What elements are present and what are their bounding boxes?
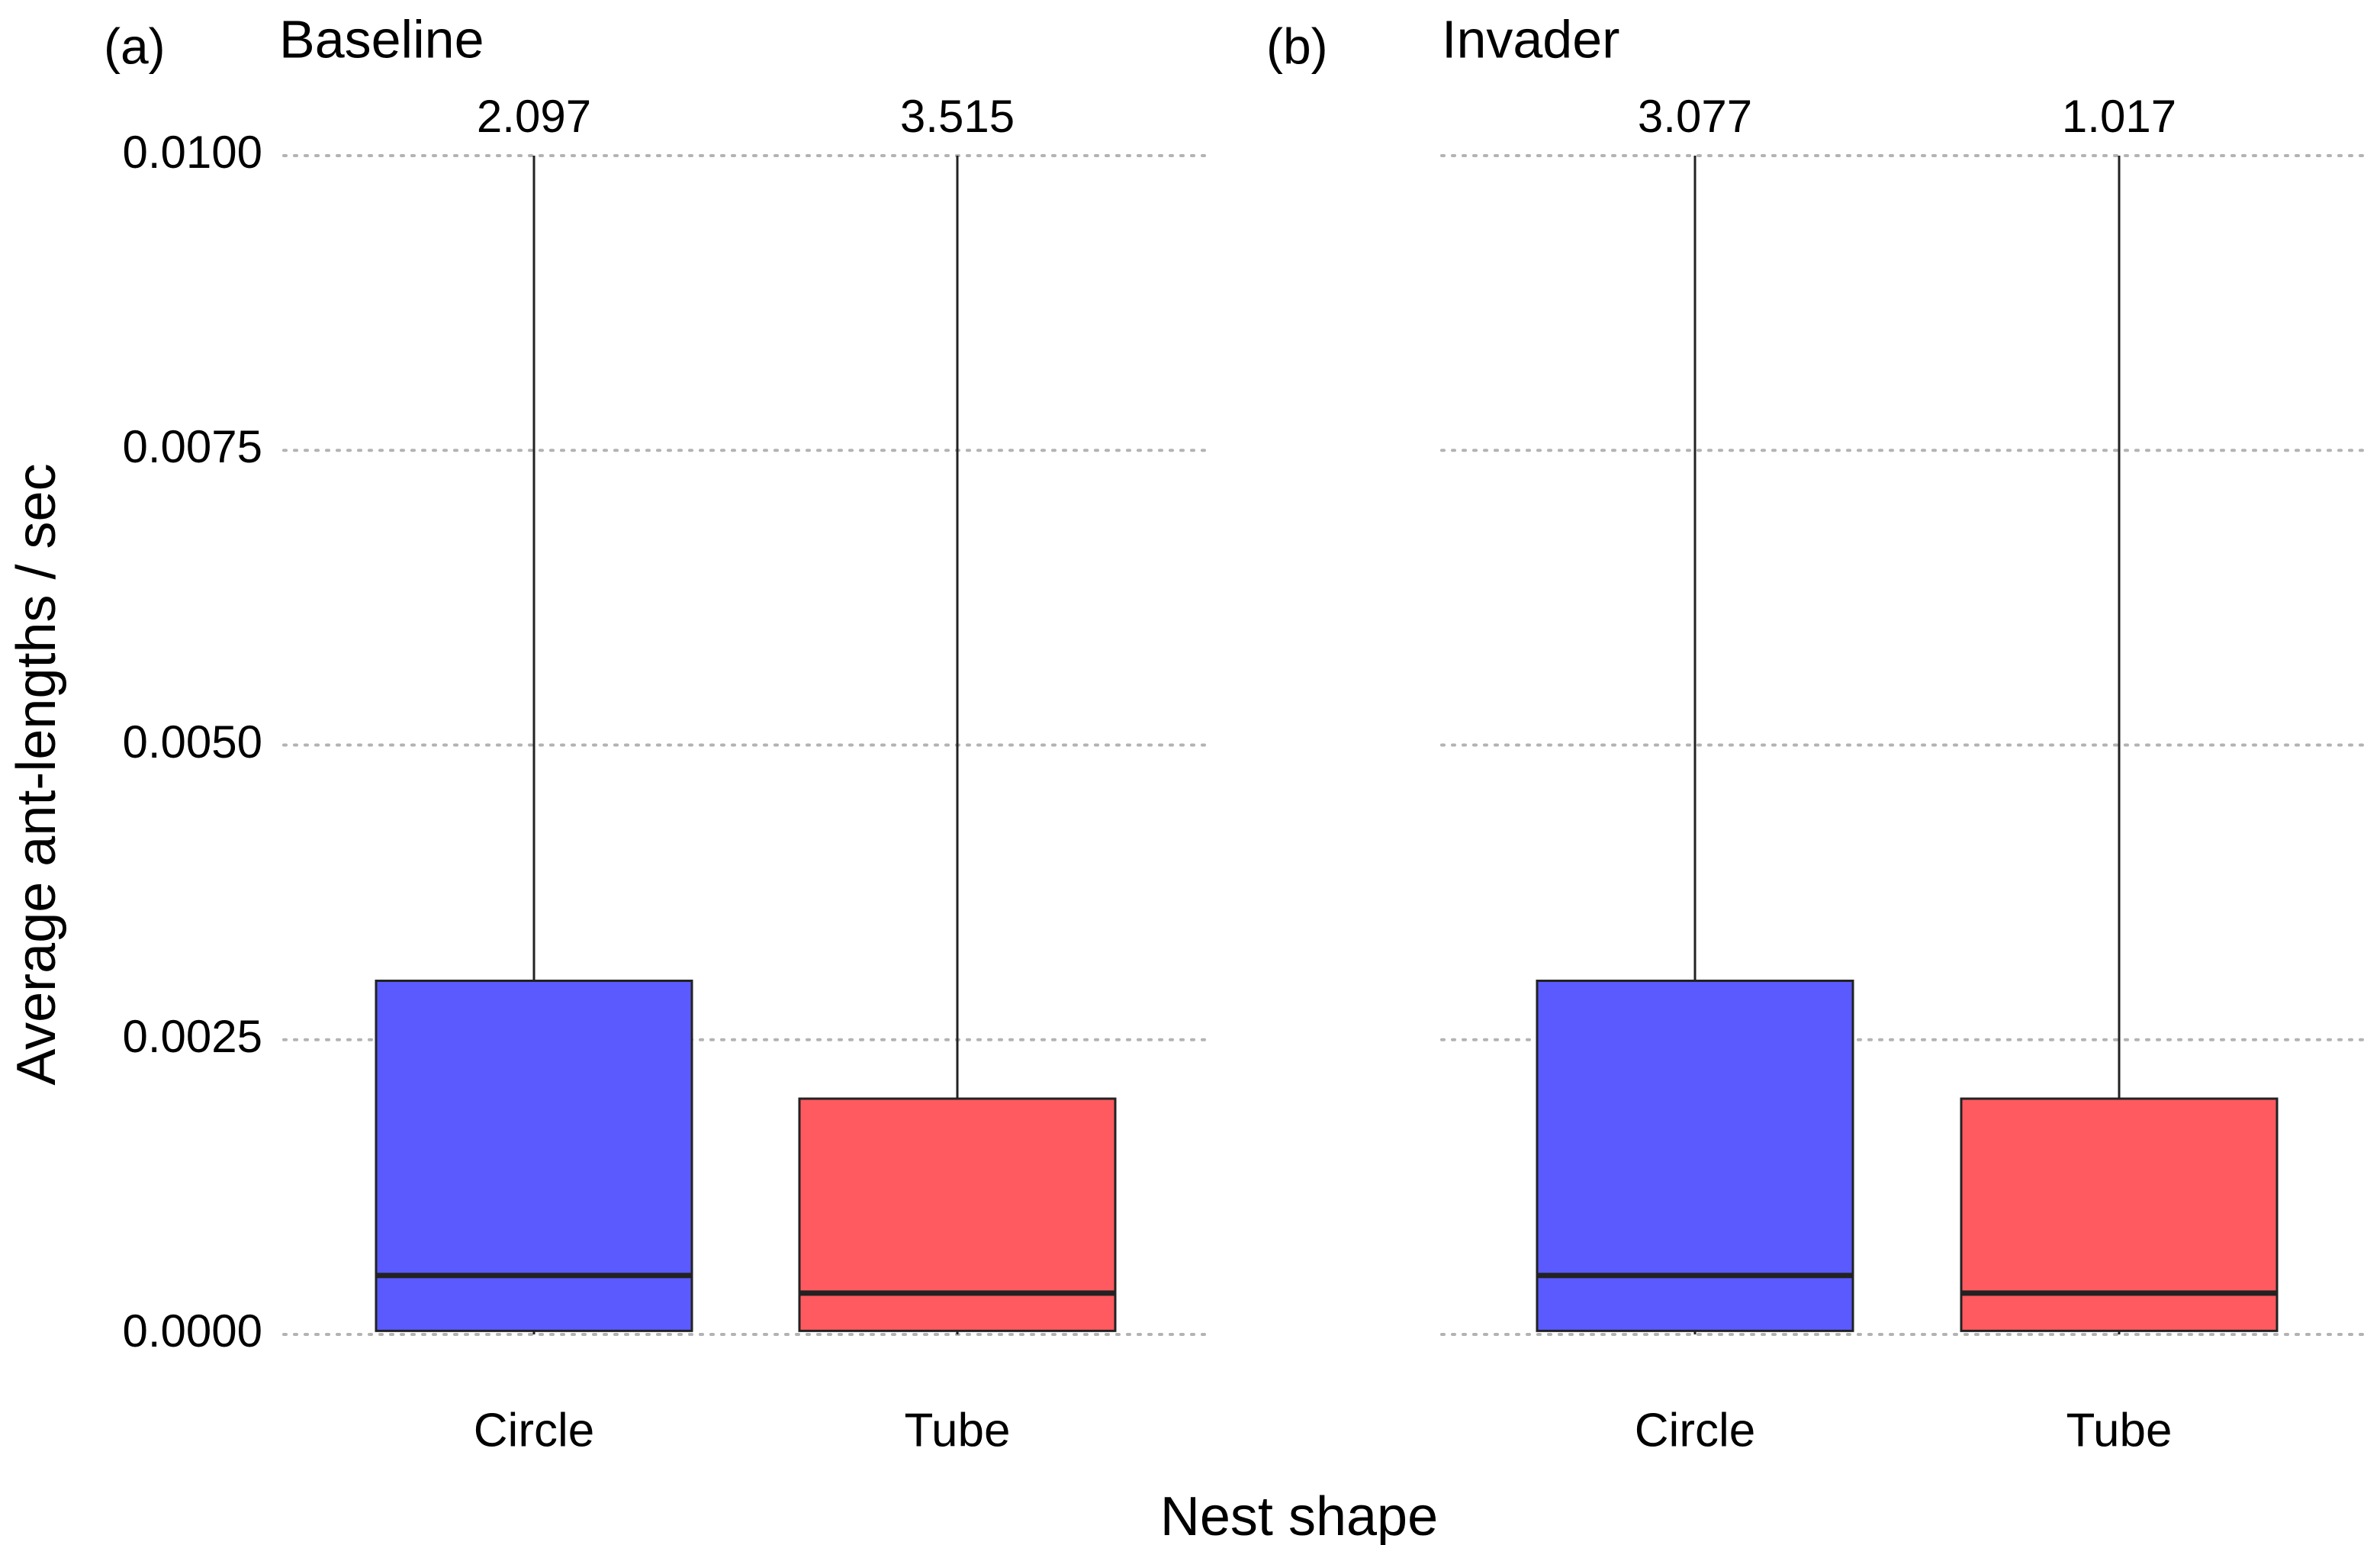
x-axis-title: Nest shape	[1160, 1486, 1438, 1545]
y-tick-label: 0.0100	[122, 127, 262, 178]
y-tick-label: 0.0000	[122, 1305, 262, 1357]
box-circle	[375, 156, 693, 1334]
x-tick-label: Circle	[474, 1404, 594, 1456]
y-tick-label: 0.0075	[122, 421, 262, 472]
x-tick-label: Tube	[904, 1404, 1010, 1456]
panel-tag-b: (b)	[1266, 18, 1328, 74]
box-tube	[1960, 156, 2279, 1334]
whisker-max-label: 3.515	[900, 91, 1015, 142]
x-tick-label: Circle	[1635, 1404, 1755, 1456]
whisker-max-label: 1.017	[2062, 91, 2176, 142]
box-body	[1536, 980, 1854, 1332]
y-tick-label: 0.0050	[122, 716, 262, 768]
panel-title-baseline: Baseline	[279, 9, 484, 69]
box-tube	[798, 156, 1117, 1334]
box-body	[798, 1097, 1117, 1332]
y-axis-labels: 0.0000 0.0025 0.0050 0.0075 0.0100 Avera…	[6, 127, 262, 1357]
panel-tag-a: (a)	[104, 18, 166, 74]
x-tick-label: Tube	[2066, 1404, 2172, 1456]
panel-title-invader: Invader	[1442, 9, 1619, 69]
y-axis-title: Average ant-lengths / sec	[6, 463, 67, 1085]
panel-baseline: (a) Baseline 2.097 3.515 Circle Tube	[104, 9, 1210, 1456]
box-circle	[1536, 156, 1854, 1334]
panel-invader: (b) Invader 3.077 1.017 Circle Tube	[1266, 9, 2369, 1456]
box-body	[375, 980, 693, 1332]
whisker-max-label: 3.077	[1638, 91, 1752, 142]
y-tick-label: 0.0025	[122, 1011, 262, 1062]
whisker-max-label: 2.097	[477, 91, 591, 142]
box-body	[1960, 1097, 2279, 1332]
